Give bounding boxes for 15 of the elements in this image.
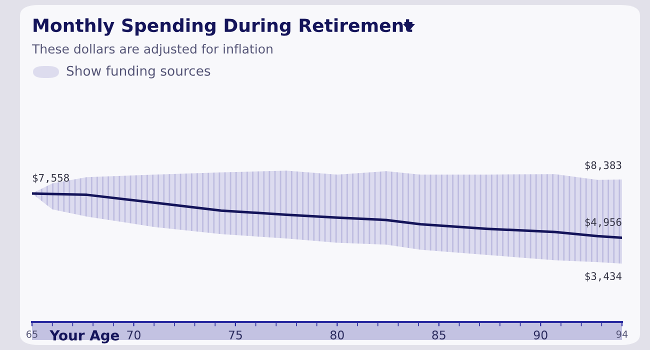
annotation: $8,383 <box>585 161 622 170</box>
chart-subtitle: These dollars are adjusted for inflation <box>32 44 272 56</box>
data-label: $4,956 <box>585 218 622 228</box>
x-tick-label: 75 <box>228 330 242 340</box>
x-tick-label: 65 <box>26 330 38 338</box>
x-tick-label: 94 <box>616 330 628 338</box>
x-tick-label: 70 <box>127 330 140 340</box>
x-tick-label: 80 <box>330 330 344 340</box>
x-tick-label: 90 <box>534 330 548 340</box>
x-tick-label: 85 <box>432 330 446 340</box>
x-axis-title: Your Age <box>50 330 120 344</box>
text: Show funding sources <box>66 66 210 78</box>
data-label: $7,558 <box>32 174 69 184</box>
annotation: $3,434 <box>585 272 622 282</box>
chart-title: Monthly Spending During Retirement <box>34 18 412 36</box>
